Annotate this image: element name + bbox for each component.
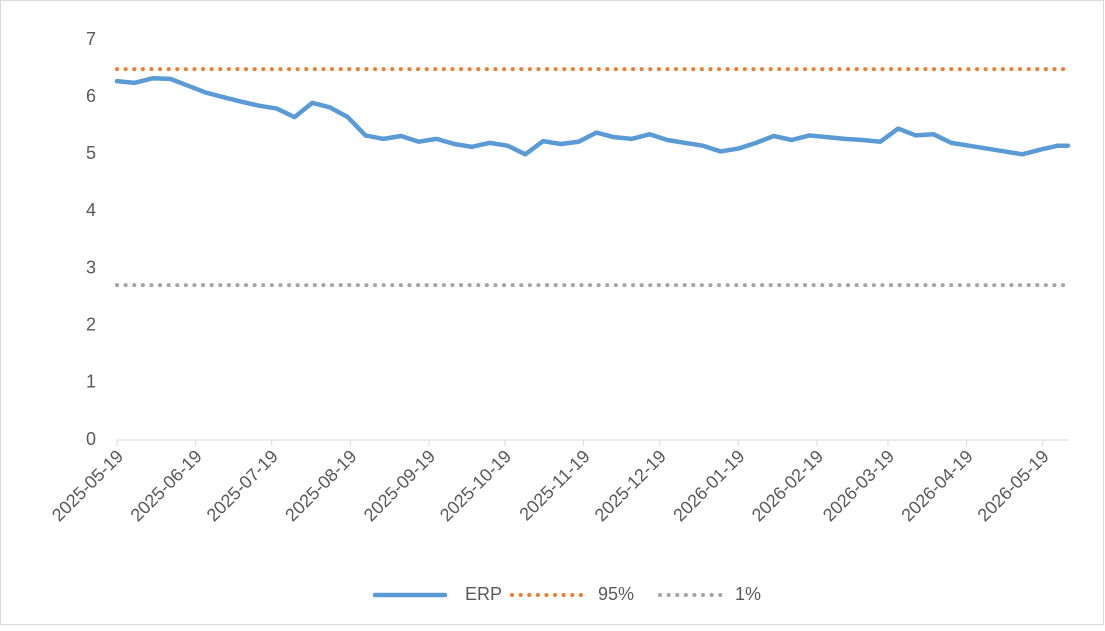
legend-label: 95% (598, 584, 634, 604)
legend-label: 1% (735, 584, 761, 604)
legend-label: ERP (465, 584, 502, 604)
y-tick-label: 0 (86, 429, 96, 449)
series-line (114, 76, 1071, 157)
y-tick-label: 4 (86, 200, 96, 220)
y-tick-label: 6 (86, 86, 96, 106)
y-tick-label: 1 (86, 372, 96, 392)
y-tick-label: 7 (86, 29, 96, 49)
y-tick-label: 2 (86, 314, 96, 334)
y-tick-label: 5 (86, 143, 96, 163)
y-tick-label: 3 (86, 257, 96, 277)
